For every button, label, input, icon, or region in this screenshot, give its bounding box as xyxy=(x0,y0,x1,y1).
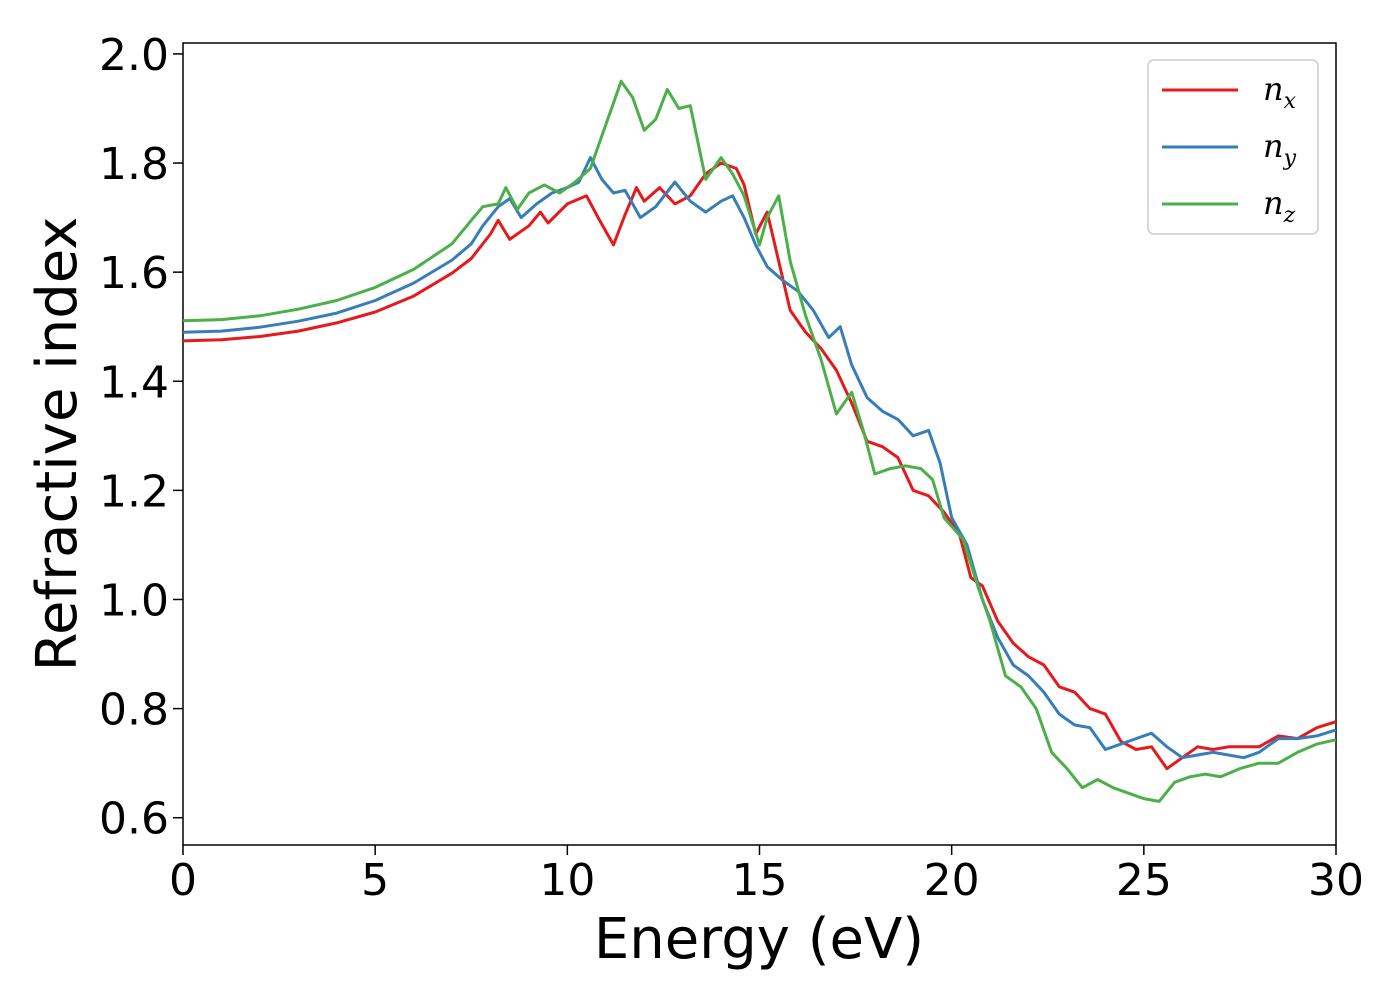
y-tick-label: 1.2 xyxy=(99,466,169,517)
x-tick-label: 25 xyxy=(1116,855,1172,906)
x-tick-label: 0 xyxy=(169,855,197,906)
y-tick-label: 1.4 xyxy=(99,357,169,408)
y-tick-label: 0.6 xyxy=(99,794,169,845)
y-tick-label: 1.6 xyxy=(99,248,169,299)
x-tick-label: 15 xyxy=(732,855,788,906)
series-line-z xyxy=(183,79,1336,803)
x-tick-label: 5 xyxy=(361,855,389,906)
legend-label-z: nz xyxy=(1263,184,1296,228)
legend-label-x: nx xyxy=(1263,70,1297,114)
plot-area xyxy=(182,42,1337,846)
x-tick-label: 30 xyxy=(1308,855,1364,906)
y-axis-label: Refractive index xyxy=(25,217,90,672)
plot-frame xyxy=(182,42,1337,846)
y-tick-label: 1.8 xyxy=(99,139,169,190)
x-tick-label: 10 xyxy=(539,855,595,906)
y-tick-label: 0.8 xyxy=(99,685,169,736)
legend: nx ny nz xyxy=(1147,59,1319,235)
y-tick-label: 2.0 xyxy=(99,30,169,81)
x-tick-label: 20 xyxy=(924,855,980,906)
y-tick-label: 1.0 xyxy=(99,575,169,626)
legend-label-y: ny xyxy=(1263,127,1297,171)
series-layer xyxy=(183,79,1336,803)
x-axis-label: Energy (eV) xyxy=(594,907,924,972)
axes-layer: 0 5 10 15 20 25 30 0.6 0.8 1.0 1.2 1.4 1.6 1.8 2.0 xyxy=(99,30,1364,906)
